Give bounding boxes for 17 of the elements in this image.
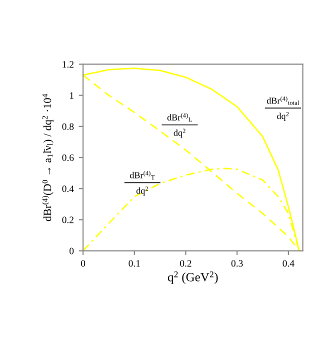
x-tick-label: 0 xyxy=(81,260,86,267)
y-tick-label: 1.2 xyxy=(62,61,74,68)
x-tick-label: 0.3 xyxy=(231,260,243,267)
text: dBr$^{(4)}$$_{L}$ dq$^{2}$ xyxy=(167,113,192,138)
x-tick-label: 0.1 xyxy=(128,260,140,267)
y-tick-label: 0.4 xyxy=(62,186,74,192)
text: dBr$^{(4)}$(D$^{0}$ → a$_{1}$l̄ν$_{l}$) / dq$^{2}$ ·10$^{4}$ xyxy=(42,94,54,222)
x-axis-title: q$^{2}$ (GeV$^{2}$) xyxy=(168,271,218,284)
x-tick-label: 0.2 xyxy=(180,260,192,267)
y-tick-label: 1 xyxy=(70,92,74,99)
y-tick-label: 0 xyxy=(70,248,74,254)
text: dBr$^{(4)}$$_{T}$ dq$^{2}$ xyxy=(130,170,155,196)
text: dBr$^{(4)}$$_{total}$ dq$^{2}$ xyxy=(266,96,300,121)
y-tick-label: 0.6 xyxy=(62,154,74,162)
y-tick-label: 0.8 xyxy=(62,123,74,130)
x-tick-label: 0.4 xyxy=(282,260,294,267)
y-tick-label: 0.2 xyxy=(62,216,74,224)
